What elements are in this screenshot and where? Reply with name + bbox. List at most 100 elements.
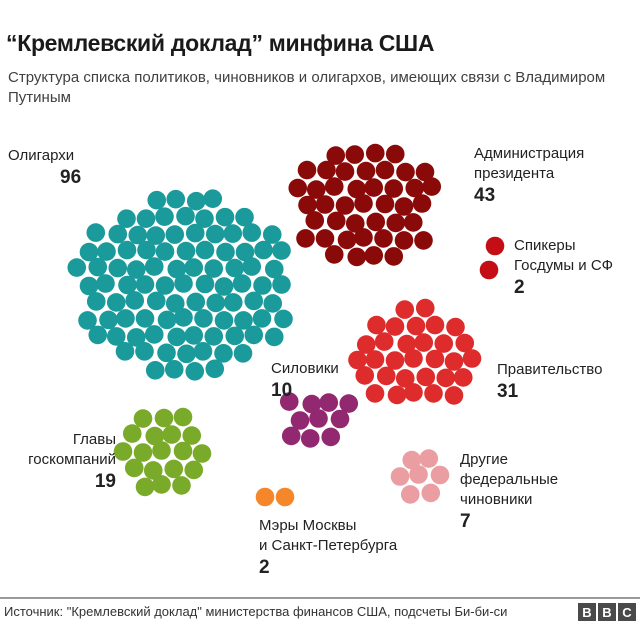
bubble-dot xyxy=(394,197,414,216)
bubble-dot xyxy=(253,276,272,295)
bubble-dot xyxy=(345,214,365,233)
bubble-dot xyxy=(400,485,420,504)
bubble-dot xyxy=(264,259,284,279)
bubble-dot xyxy=(136,209,156,228)
bubble-dot xyxy=(145,361,165,380)
bubble-dot xyxy=(144,257,164,276)
chart-subtitle: Структура списка политиков, чиновников и… xyxy=(8,69,606,106)
bubble-dot xyxy=(365,143,385,163)
cluster-other-federal xyxy=(390,449,450,504)
chart-title: “Кремлевский доклад” минфина США xyxy=(6,30,435,56)
label-government: Правительство 31 xyxy=(497,360,602,404)
bbc-logo-letter: C xyxy=(618,603,636,621)
label-text: Мэры Москвы xyxy=(259,517,357,534)
bubble-dot xyxy=(185,223,205,243)
bubble-dot xyxy=(404,383,423,402)
bubble-dot xyxy=(88,325,108,345)
bubble-dot xyxy=(315,195,335,214)
bubble-dot xyxy=(165,294,185,313)
bubble-dot xyxy=(479,260,499,280)
bubble-dot xyxy=(414,231,433,250)
bubble-dot xyxy=(364,178,384,197)
bubble-dot xyxy=(214,311,234,330)
bubble-dot xyxy=(309,409,328,428)
bubble-dot xyxy=(108,224,128,244)
bubble-dot xyxy=(290,411,310,430)
bbc-logo-letter: B xyxy=(578,603,596,621)
bubble-dot xyxy=(355,366,375,385)
bubble-dot xyxy=(354,228,373,247)
bubble-dot xyxy=(367,315,386,335)
label-text: президента xyxy=(474,165,555,182)
bubble-dot xyxy=(244,325,264,345)
bubble-dot xyxy=(444,386,464,405)
bubble-dot xyxy=(155,276,175,295)
bubble-dot xyxy=(374,229,393,248)
bubble-dot xyxy=(234,311,253,330)
bubble-dot xyxy=(347,247,367,267)
bubble-dot xyxy=(78,311,97,330)
bubble-dot xyxy=(385,351,405,370)
bubble-dot xyxy=(184,258,204,277)
bubble-dot xyxy=(79,242,99,262)
bubble-dot xyxy=(166,189,186,209)
label-text: Главы xyxy=(72,431,116,448)
bubble-dot xyxy=(453,368,473,387)
bubble-dot xyxy=(176,241,196,261)
bubble-dot xyxy=(225,326,245,346)
bubble-dot xyxy=(356,161,376,181)
bubble-dot xyxy=(135,275,155,294)
bubble-dot xyxy=(154,408,174,428)
bubble-clusters xyxy=(67,143,505,507)
bubble-dot xyxy=(204,259,224,278)
bubble-dot xyxy=(194,309,213,328)
bubble-dot xyxy=(315,229,335,248)
bubble-dot xyxy=(86,223,106,242)
label-text: чиновники xyxy=(460,491,533,508)
label-administration: Администрация президента 43 xyxy=(474,144,584,208)
bubble-dot xyxy=(145,426,165,446)
bubble-dot xyxy=(173,441,193,461)
bubble-dot xyxy=(339,394,359,413)
bubble-dot xyxy=(67,258,87,277)
bubble-dot xyxy=(347,179,367,199)
bubble-dot xyxy=(205,224,225,244)
bubble-dot xyxy=(186,292,206,312)
bubble-dot xyxy=(364,246,384,265)
bubble-dot xyxy=(164,459,184,479)
bubble-dot xyxy=(135,477,155,497)
bubble-dot xyxy=(113,442,133,461)
bubble-dot xyxy=(385,144,405,164)
bubble-dot xyxy=(326,146,346,165)
bubble-dot xyxy=(79,276,99,296)
bubble-dot xyxy=(252,309,272,328)
cluster-mayors xyxy=(255,487,295,507)
bubble-dot xyxy=(122,424,142,443)
label-count: 7 xyxy=(460,511,471,532)
bubble-dot xyxy=(225,258,245,278)
bubble-dot xyxy=(395,369,415,388)
bubble-dot xyxy=(177,344,196,364)
bubble-dot xyxy=(319,393,339,412)
bubble-dot xyxy=(404,349,423,368)
bubble-dot xyxy=(172,476,191,495)
bubble-dot xyxy=(203,189,223,208)
bubble-dot xyxy=(135,309,155,328)
bubble-dot xyxy=(302,394,322,414)
bubble-dot xyxy=(116,309,135,328)
bubble-dot xyxy=(223,224,243,243)
label-text: Другие xyxy=(460,451,509,468)
bubble-dot xyxy=(137,240,156,260)
bubble-dot xyxy=(152,441,171,460)
label-state-company-heads: Главы госкомпаний 19 xyxy=(0,430,116,494)
bubble-dot xyxy=(254,240,273,260)
bubble-dot xyxy=(405,178,425,198)
bubble-dot xyxy=(86,292,106,311)
bubble-dot xyxy=(214,277,234,296)
bubble-dot xyxy=(402,450,422,470)
bubble-dot xyxy=(397,334,417,354)
bubble-dot xyxy=(214,344,233,363)
bubble-dot xyxy=(394,231,414,250)
label-text: Спикеры xyxy=(514,237,576,254)
bubble-dot xyxy=(326,211,346,231)
